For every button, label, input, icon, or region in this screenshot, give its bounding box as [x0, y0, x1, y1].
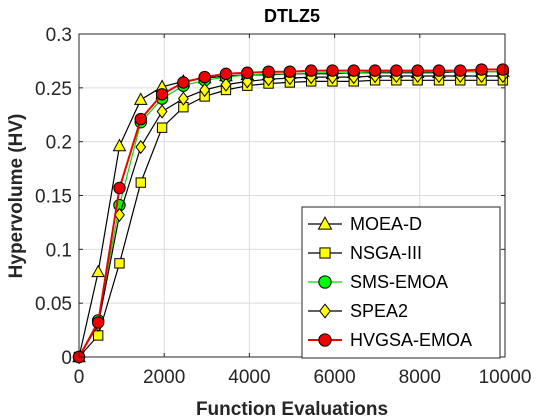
data-point: [198, 70, 211, 84]
legend-label: MOEA-D: [350, 214, 422, 234]
x-tick-label: 0: [74, 367, 85, 388]
y-tick-label: 0.25: [35, 79, 72, 100]
legend-marker: [317, 216, 333, 230]
data-point: [112, 138, 127, 152]
legend-item: HVGSA-EMOA: [308, 330, 472, 350]
y-tick-label: 0.05: [35, 294, 72, 315]
axes: 0 2000 4000 6000 8000 10000 0 0.05 0.1 0.15 0.2 0.2…: [35, 25, 531, 388]
series-hvgsa-emoa: [72, 63, 510, 364]
legend-marker: [319, 303, 331, 319]
data-point: [347, 64, 360, 77]
chart-title: DTLZ5: [264, 6, 320, 26]
data-point: [177, 91, 189, 106]
data-point: [133, 92, 148, 105]
data-point: [283, 65, 297, 78]
data-point: [496, 63, 510, 76]
legend-item: NSGA-III: [308, 243, 422, 263]
legend-label: HVGSA-EMOA: [350, 330, 472, 350]
y-tick-label: 0: [61, 348, 72, 369]
y-tick-label: 0.3: [46, 25, 72, 46]
x-tick-label: 8000: [399, 367, 441, 388]
legend: MOEA-D NSGA-III SMS-EMOA SPEA2 HVGSA-EMOA: [301, 206, 501, 359]
legend-item: SMS-EMOA: [308, 272, 448, 292]
legend-label: NSGA-III: [350, 243, 422, 263]
data-point: [156, 104, 168, 119]
data-point: [390, 64, 403, 77]
data-point: [113, 181, 126, 195]
legend-marker: [318, 333, 332, 347]
y-tick-label: 0.1: [46, 240, 72, 261]
data-point: [155, 88, 169, 101]
data-point: [219, 67, 233, 81]
data-point: [91, 316, 105, 329]
data-point: [368, 64, 382, 77]
data-point: [241, 74, 253, 89]
data-point: [114, 258, 125, 269]
data-point: [304, 64, 318, 77]
data-point: [432, 64, 446, 77]
data-point: [134, 112, 147, 126]
data-point: [135, 177, 146, 188]
legend-marker: [318, 275, 332, 289]
legend-label: SMS-EMOA: [350, 272, 448, 292]
data-point: [220, 77, 232, 92]
data-point: [326, 64, 339, 77]
data-point: [91, 264, 106, 278]
data-point: [411, 64, 424, 77]
x-tick-label: 10000: [479, 367, 532, 388]
data-point: [454, 64, 467, 77]
legend-item: SPEA2: [308, 301, 408, 321]
x-tick-label: 4000: [228, 367, 270, 388]
y-axis-label: Hypervolume (HV): [6, 114, 27, 279]
data-point: [262, 65, 275, 78]
legend-item: MOEA-D: [308, 214, 422, 234]
data-point: [156, 122, 168, 133]
y-tick-label: 0.2: [46, 133, 72, 154]
data-point: [92, 330, 104, 341]
data-point: [241, 66, 254, 79]
data-point: [135, 139, 147, 155]
data-point: [177, 76, 190, 89]
data-point: [199, 82, 211, 98]
x-tick-label: 6000: [313, 367, 355, 388]
x-tick-label: 2000: [143, 367, 185, 388]
data-point: [475, 63, 488, 76]
x-axis-label: Function Evaluations: [196, 399, 388, 420]
y-tick-label: 0.15: [35, 187, 72, 208]
legend-label: SPEA2: [350, 301, 408, 321]
legend-marker: [319, 247, 331, 259]
